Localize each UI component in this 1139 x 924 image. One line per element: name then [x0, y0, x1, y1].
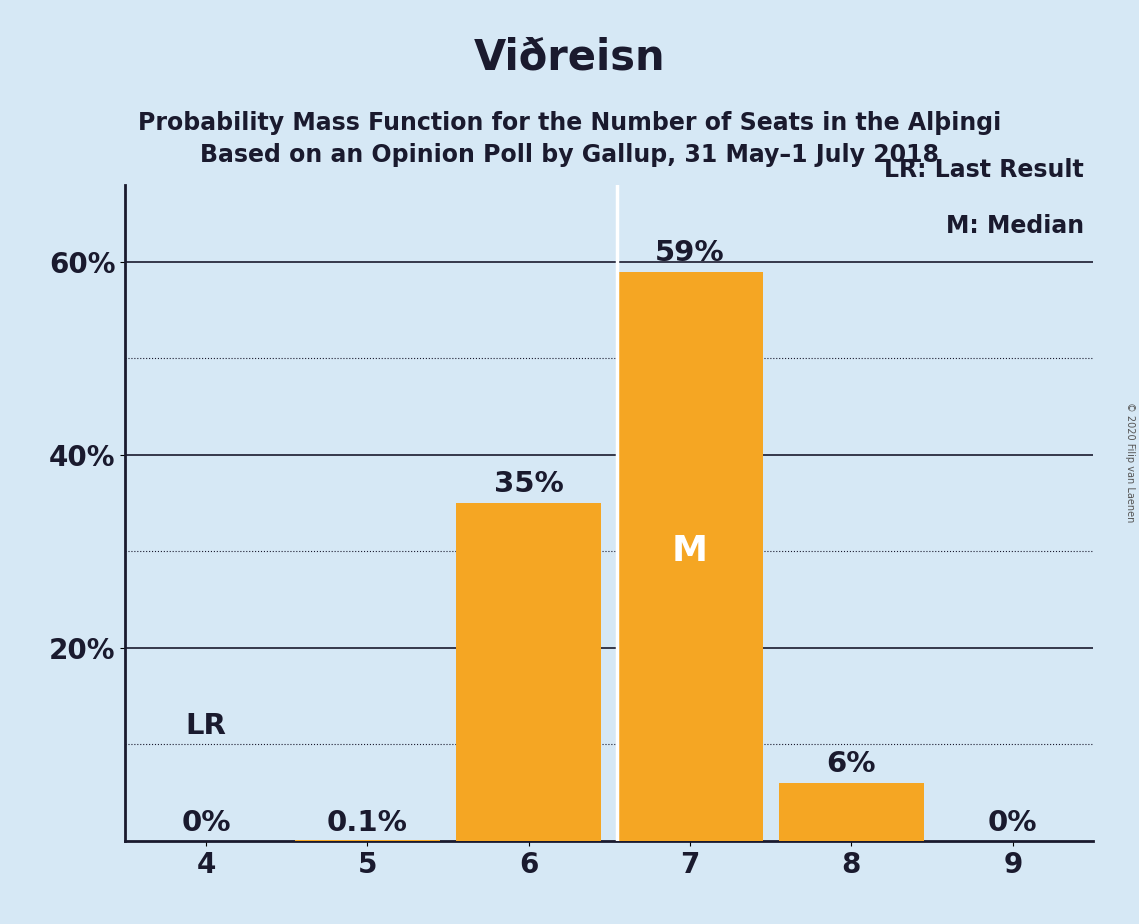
Text: M: Median: M: Median	[945, 214, 1084, 238]
Bar	[617, 272, 763, 841]
Bar	[456, 504, 601, 841]
Bar	[779, 783, 924, 841]
Text: LR: LR	[186, 711, 227, 739]
Text: Based on an Opinion Poll by Gallup, 31 May–1 July 2018: Based on an Opinion Poll by Gallup, 31 M…	[200, 143, 939, 167]
Text: 6%: 6%	[827, 750, 876, 778]
Text: Viðreisn: Viðreisn	[474, 37, 665, 79]
Text: 0.1%: 0.1%	[327, 809, 408, 837]
Text: 0%: 0%	[181, 809, 231, 837]
Text: © 2020 Filip van Laenen: © 2020 Filip van Laenen	[1125, 402, 1134, 522]
Text: Probability Mass Function for the Number of Seats in the Alþingi: Probability Mass Function for the Number…	[138, 111, 1001, 135]
Text: 0%: 0%	[988, 809, 1038, 837]
Text: LR: Last Result: LR: Last Result	[884, 157, 1084, 181]
Text: 59%: 59%	[655, 238, 724, 267]
Text: M: M	[672, 534, 708, 568]
Text: 35%: 35%	[494, 470, 564, 498]
Bar	[295, 840, 440, 841]
